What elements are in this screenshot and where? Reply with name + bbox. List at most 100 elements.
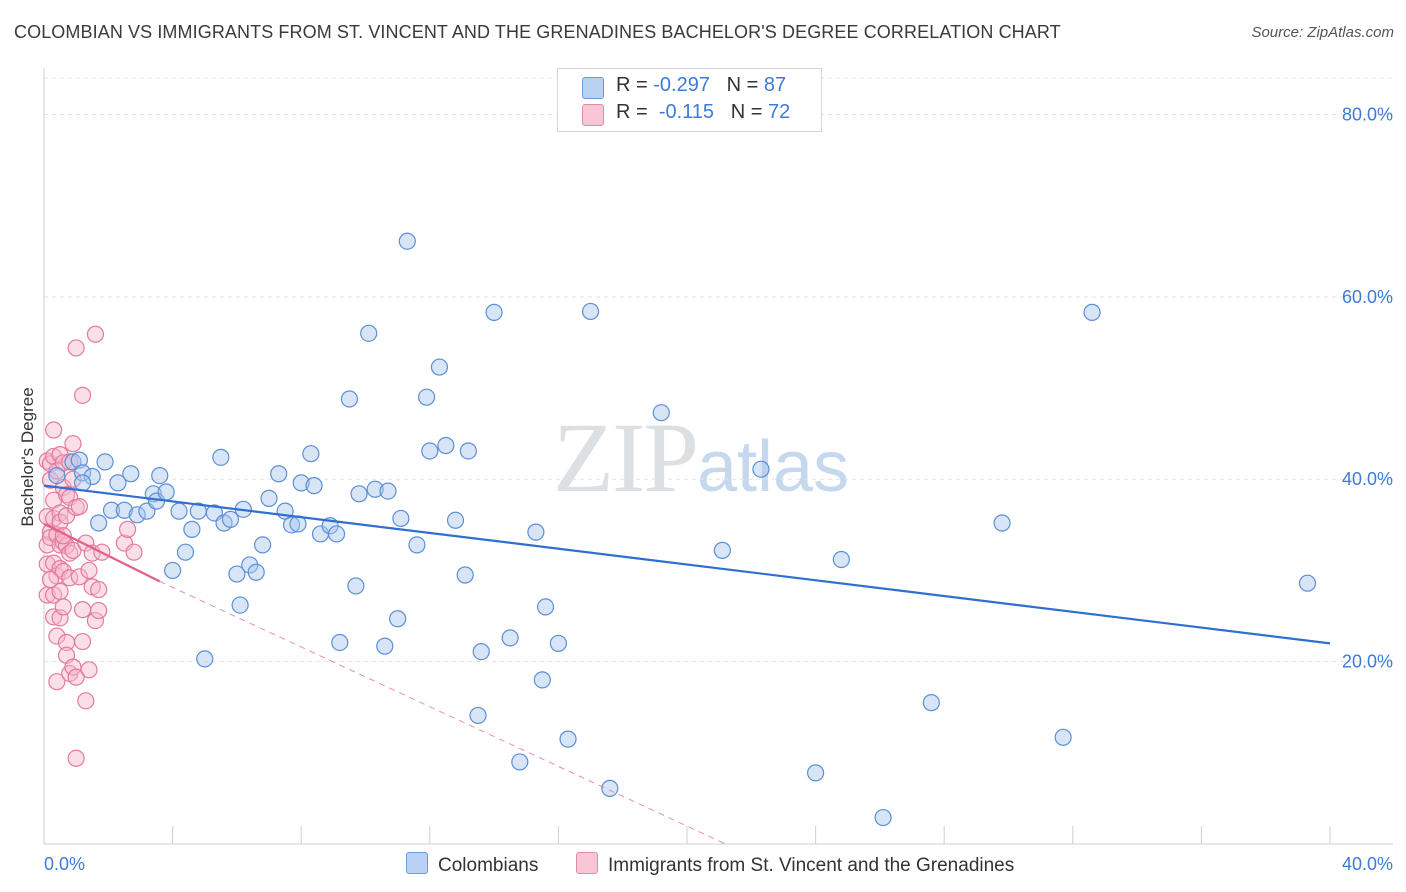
bottom-legend-colombians: Colombians — [406, 852, 538, 877]
bottom-swatch-blue — [406, 852, 428, 874]
point-immigrants — [48, 673, 66, 691]
point-colombians — [752, 460, 770, 478]
bottom-legend-label-immigrants: Immigrants from St. Vincent and the Gren… — [608, 855, 1015, 876]
point-immigrants — [73, 386, 92, 404]
legend-r-value-2: -0.115 — [658, 101, 715, 123]
point-colombians — [366, 480, 384, 498]
point-immigrants — [73, 601, 92, 619]
point-colombians — [408, 536, 426, 554]
point-immigrants — [80, 561, 98, 580]
point-colombians — [327, 525, 346, 543]
point-colombians — [559, 730, 577, 748]
point-colombians — [196, 650, 214, 668]
point-colombians — [221, 510, 240, 528]
point-colombians — [806, 764, 825, 782]
y-tick-label: 40.0% — [1342, 469, 1393, 489]
legend-r-label-2: R = — [616, 101, 654, 123]
point-colombians — [302, 445, 320, 463]
point-immigrants — [51, 609, 69, 627]
legend-n-value-2: 72 — [767, 101, 791, 123]
point-colombians — [122, 465, 140, 483]
point-colombians — [231, 596, 249, 614]
point-immigrants — [54, 598, 72, 616]
point-immigrants — [51, 513, 69, 531]
x-tick-label-start: 0.0% — [44, 854, 85, 874]
point-colombians — [164, 561, 182, 580]
source-credit: Source: ZipAtlas.com — [1251, 24, 1394, 41]
point-colombians — [549, 634, 568, 652]
point-colombians — [64, 453, 82, 471]
point-colombians — [993, 514, 1011, 532]
point-colombians — [212, 448, 230, 466]
point-immigrants — [90, 580, 108, 599]
point-colombians — [347, 577, 365, 595]
point-colombians — [713, 541, 731, 559]
point-colombians — [96, 453, 114, 471]
point-colombians — [170, 502, 188, 520]
point-colombians — [176, 543, 195, 561]
point-immigrants — [77, 692, 95, 710]
y-axis-label: Bachelor's Degree — [18, 387, 37, 527]
point-colombians — [254, 536, 272, 554]
point-colombians — [511, 753, 529, 771]
point-immigrants — [73, 632, 92, 651]
point-colombians — [183, 520, 201, 538]
y-tick-label: 80.0% — [1342, 104, 1393, 124]
point-colombians — [1083, 303, 1101, 321]
point-colombians — [376, 637, 394, 655]
point-colombians — [501, 629, 519, 647]
point-colombians — [270, 465, 288, 483]
point-colombians — [421, 442, 439, 460]
point-immigrants — [70, 568, 88, 586]
point-immigrants — [48, 627, 66, 645]
legend-swatch-blue — [582, 77, 604, 99]
point-colombians — [128, 506, 146, 524]
y-tick-label: 60.0% — [1342, 287, 1393, 307]
point-colombians — [247, 563, 265, 581]
point-colombians — [922, 694, 940, 712]
point-immigrants — [80, 661, 98, 679]
point-immigrants — [90, 601, 108, 620]
trend-line-immigrants — [43, 522, 161, 583]
point-colombians — [115, 501, 133, 519]
point-immigrants — [64, 435, 82, 453]
legend-stats-immigrants: R = -0.115 N = 72 — [616, 101, 790, 124]
point-immigrants — [118, 520, 137, 538]
point-colombians — [485, 303, 503, 321]
point-colombians — [228, 565, 246, 583]
point-colombians — [874, 808, 892, 827]
legend-swatch-pink — [582, 104, 604, 126]
bottom-legend-immigrants: Immigrants from St. Vincent and the Gren… — [576, 852, 1014, 877]
point-immigrants — [67, 668, 85, 686]
point-colombians — [102, 501, 121, 519]
point-colombians — [360, 324, 378, 342]
point-colombians — [305, 477, 323, 495]
point-colombians — [472, 642, 490, 661]
point-colombians — [601, 779, 619, 797]
point-immigrants — [70, 497, 88, 516]
point-colombians — [70, 451, 88, 469]
point-colombians — [292, 474, 310, 492]
point-colombians — [652, 404, 670, 422]
point-immigrants — [54, 562, 72, 580]
point-immigrants — [67, 749, 85, 767]
y-tick-label: 20.0% — [1342, 652, 1393, 672]
point-immigrants — [41, 570, 60, 589]
point-colombians — [83, 467, 101, 486]
point-colombians — [832, 550, 850, 569]
stats-legend: R = -0.297 N = 87 R = -0.115 N = 72 — [557, 68, 822, 132]
point-colombians — [1298, 574, 1317, 592]
watermark-zip: ZIP — [553, 402, 699, 513]
point-colombians — [48, 466, 66, 485]
watermark: ZIPatlas — [553, 400, 849, 515]
legend-n-label-1: N = — [726, 74, 764, 96]
point-immigrants — [45, 421, 63, 439]
point-colombians — [73, 474, 92, 492]
legend-n-value-1: 87 — [763, 74, 787, 96]
point-immigrants — [125, 543, 143, 561]
trend-line-colombians — [43, 484, 1331, 645]
point-colombians — [527, 523, 545, 541]
point-colombians — [109, 474, 127, 492]
point-immigrants — [67, 339, 85, 357]
point-colombians — [536, 598, 555, 616]
